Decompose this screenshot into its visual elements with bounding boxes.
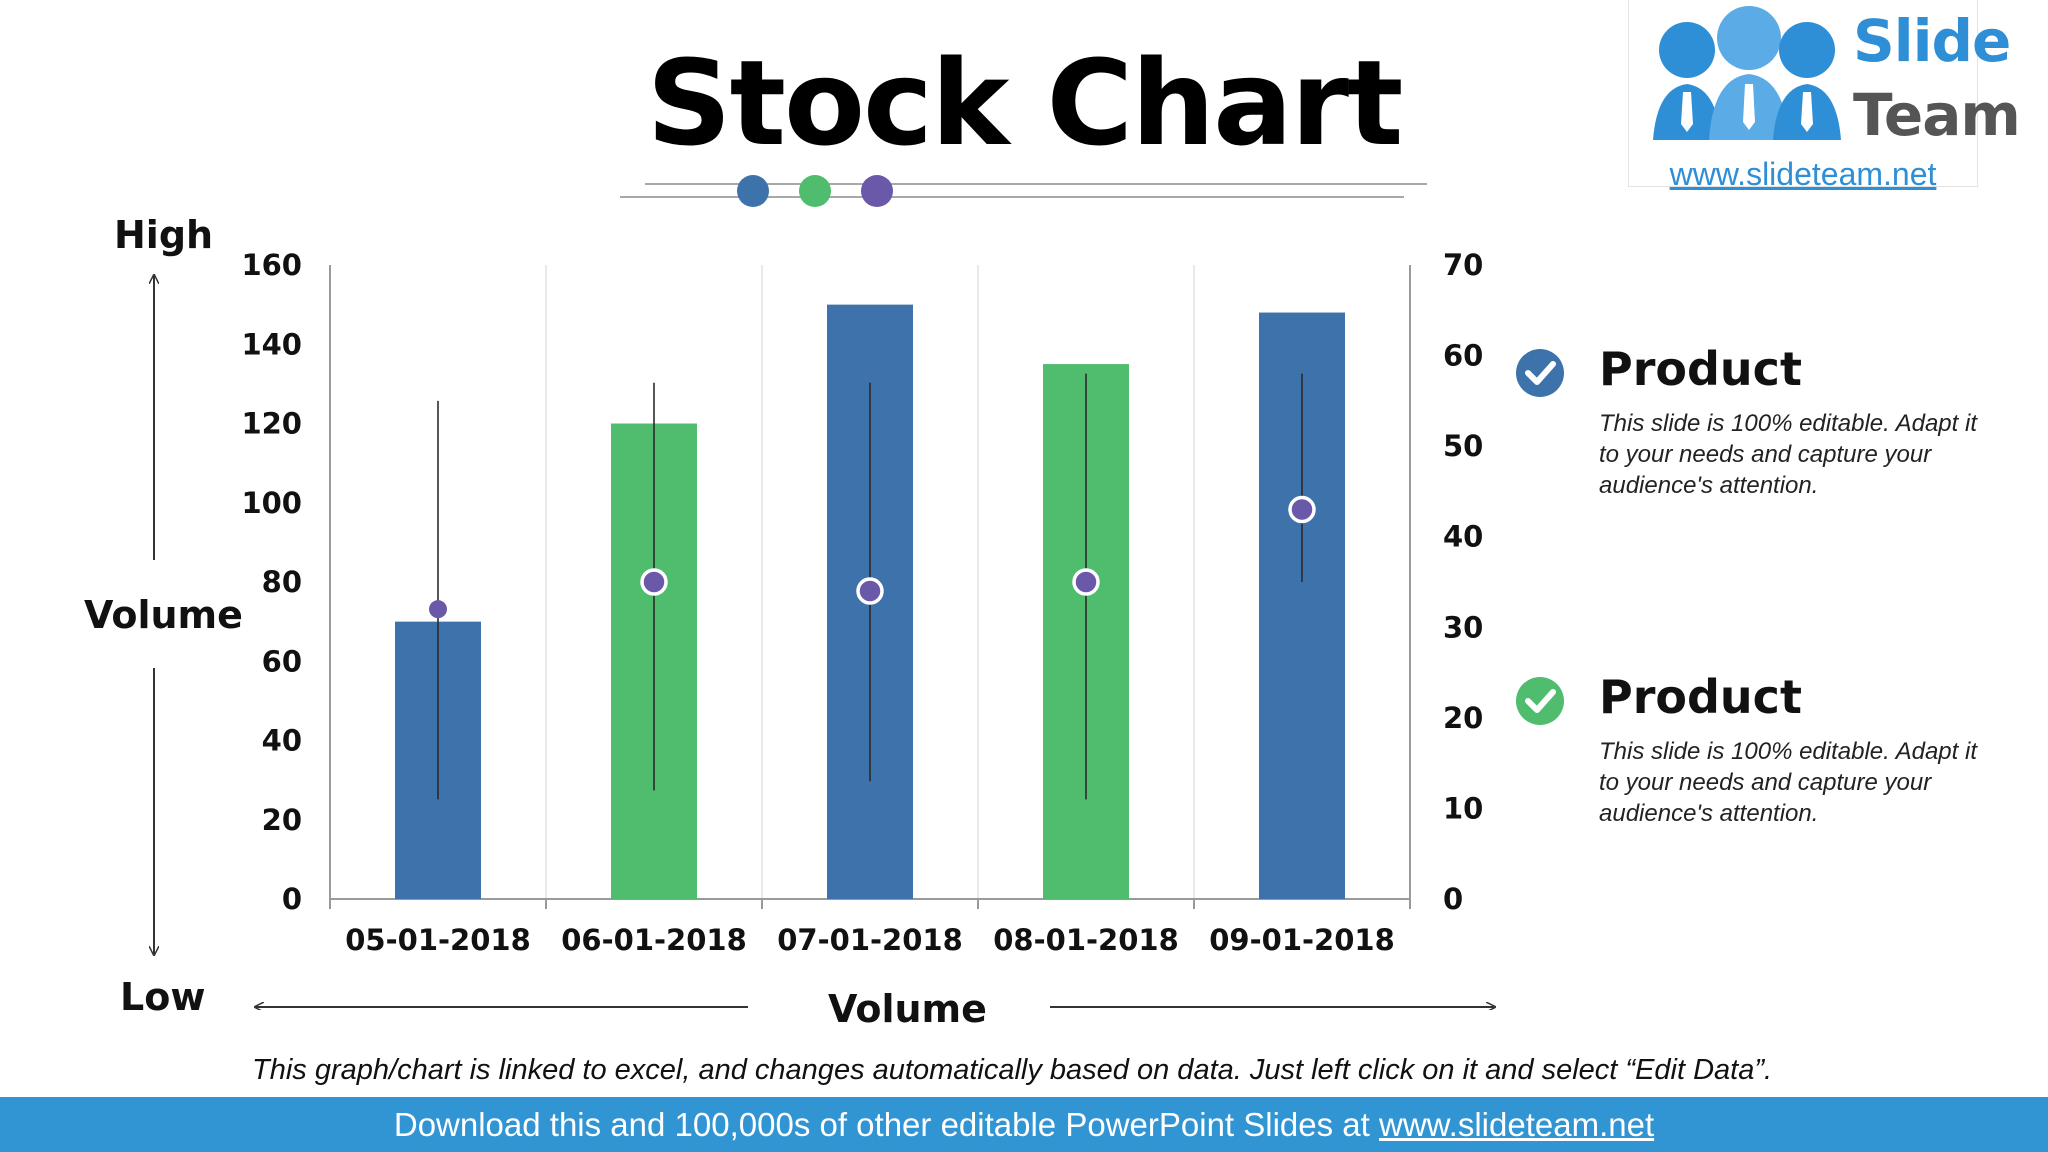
y-right-tick-label: 0 bbox=[1443, 882, 1463, 916]
x-category-label: 05-01-2018 bbox=[345, 923, 531, 957]
y-left-tick-label: 20 bbox=[262, 803, 302, 837]
x-category-label: 06-01-2018 bbox=[561, 923, 747, 957]
y-left-tick-label: 140 bbox=[241, 327, 302, 361]
y-right-tick-label: 40 bbox=[1443, 520, 1483, 554]
deco-dot-blue bbox=[737, 175, 769, 207]
deco-dot-green bbox=[799, 175, 831, 207]
logo-url-link[interactable]: www.slideteam.net bbox=[1669, 156, 1937, 192]
check-circle-icon bbox=[1516, 349, 1564, 397]
x-category-label: 09-01-2018 bbox=[1209, 923, 1395, 957]
legend-description: This slide is 100% editable. Adapt it to… bbox=[1599, 738, 1977, 827]
close-marker bbox=[856, 577, 884, 605]
close-marker bbox=[1288, 495, 1316, 524]
x-category-label: 07-01-2018 bbox=[777, 923, 963, 957]
tick-labels: 0 20 40 60 80 100 120 140 160 0 10 20 30 40 50 60 70 05-0… bbox=[241, 248, 1483, 957]
low-label: Low bbox=[120, 975, 206, 1019]
y-left-tick-label: 120 bbox=[241, 407, 302, 441]
close-marker bbox=[640, 568, 668, 596]
deco-dot-purple bbox=[861, 175, 893, 207]
y-right-tick-label: 30 bbox=[1443, 610, 1483, 644]
y-left-tick-label: 60 bbox=[262, 644, 302, 678]
close-marker bbox=[429, 600, 447, 619]
y-left-tick-label: 0 bbox=[282, 882, 302, 916]
download-banner[interactable]: Download this and 100,000s of other edit… bbox=[0, 1097, 2048, 1152]
close-markers bbox=[429, 495, 1316, 619]
logo-word-slide: Slide bbox=[1853, 7, 2011, 75]
legend-description: This slide is 100% editable. Adapt it to… bbox=[1599, 410, 1977, 499]
y-right-tick-label: 10 bbox=[1443, 791, 1483, 825]
chart-footnote: This graph/chart is linked to excel, and… bbox=[252, 1054, 1773, 1086]
legend-title: Product bbox=[1599, 342, 1802, 396]
banner-link[interactable]: www.slideteam.net bbox=[1379, 1106, 1655, 1143]
stock-chart: 0 20 40 60 80 100 120 140 160 0 10 20 30 40 50 60 70 05-0… bbox=[241, 248, 1483, 957]
y-right-tick-label: 20 bbox=[1443, 701, 1483, 735]
x-category-label: 08-01-2018 bbox=[993, 923, 1179, 957]
y-right-tick-label: 70 bbox=[1443, 248, 1483, 282]
high-label: High bbox=[114, 213, 214, 257]
y-right-tick-label: 60 bbox=[1443, 339, 1483, 373]
axis-arrows bbox=[0, 0, 2048, 1010]
volume-left-label: Volume bbox=[84, 593, 243, 637]
y-right-tick-label: 50 bbox=[1443, 429, 1483, 463]
title-decoration bbox=[620, 175, 1427, 207]
y-left-tick-label: 40 bbox=[262, 724, 302, 758]
volume-bottom-label: Volume bbox=[828, 987, 987, 1031]
check-circle-icon bbox=[1516, 677, 1564, 725]
legend-title: Product bbox=[1599, 670, 1802, 724]
team-people-icon bbox=[1653, 6, 1841, 140]
page-title: Stock Chart bbox=[646, 34, 1404, 172]
y-left-tick-label: 160 bbox=[241, 248, 302, 282]
y-left-tick-label: 100 bbox=[241, 486, 302, 520]
gridlines bbox=[545, 265, 1195, 899]
y-left-tick-label: 80 bbox=[262, 565, 302, 599]
slideteam-logo[interactable]: Slide Team www.slideteam.net bbox=[1628, 0, 2021, 192]
close-marker bbox=[1072, 568, 1100, 596]
banner-text: Download this and 100,000s of other edit… bbox=[393, 1106, 1379, 1143]
logo-word-team: Team bbox=[1853, 81, 2021, 149]
